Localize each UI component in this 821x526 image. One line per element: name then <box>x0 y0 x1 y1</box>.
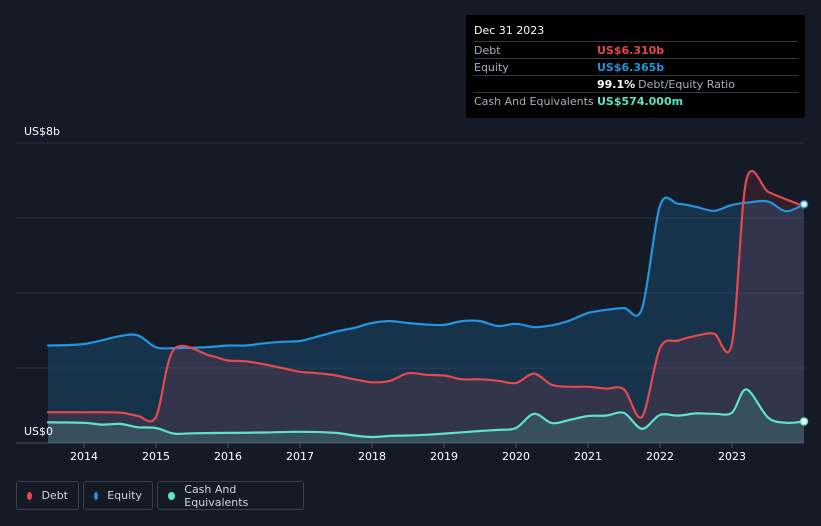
legend-equity[interactable]: Equity <box>83 481 153 510</box>
x-tick-label: 2020 <box>502 450 530 463</box>
tooltip-cash-value: US$574.000m <box>597 94 684 108</box>
equity-line <box>46 196 806 350</box>
cash-and-equivalents-line <box>46 388 806 439</box>
legend-cash[interactable]: Cash And Equivalents <box>157 481 304 510</box>
equity-area <box>48 197 804 443</box>
debt-dot-icon <box>27 491 33 500</box>
x-tick-label: 2022 <box>646 450 674 463</box>
y-axis-top-label: US$8b <box>24 125 60 138</box>
x-axis-ticks: 2014 2015 2016 2017 2018 2019 2020 2021 2022 2023 <box>70 443 746 463</box>
legend-debt[interactable]: Debt <box>16 481 79 510</box>
tooltip-equity-row: Equity US$6.365b <box>474 58 798 75</box>
cash-and-equivalents-area <box>48 389 804 443</box>
equity-dot-icon <box>94 491 99 500</box>
tooltip-ratio-label: Debt/Equity Ratio <box>638 77 735 91</box>
gridlines <box>16 142 804 444</box>
x-tick-label: 2014 <box>70 450 98 463</box>
x-tick-label: 2021 <box>574 450 602 463</box>
tooltip-ratio-row: 99.1% Debt/Equity Ratio <box>474 75 798 92</box>
x-tick-label: 2017 <box>286 450 314 463</box>
legend-cash-label: Cash And Equivalents <box>184 482 249 509</box>
y-axis-zero-label: US$0 <box>24 425 53 438</box>
tooltip-ratio-value: 99.1% <box>597 77 636 91</box>
cash-and-equivalents-end-marker <box>799 417 809 426</box>
tooltip-debt-label: Debt <box>474 43 501 57</box>
x-tick-label: 2016 <box>214 450 242 463</box>
tooltip-debt-value: US$6.310b <box>597 43 665 57</box>
tooltip-equity-label: Equity <box>474 60 509 74</box>
tooltip-debt-row: Debt US$6.310b <box>474 41 798 58</box>
equity-end-marker <box>799 200 809 209</box>
debt-area <box>48 170 804 443</box>
debt-line <box>46 170 806 423</box>
tooltip-cash-label: Cash And Equivalents <box>474 94 594 108</box>
tooltip-date: Dec 31 2023 <box>474 24 545 37</box>
tooltip-cash-row: Cash And Equivalents US$574.000m <box>474 92 798 109</box>
tooltip-equity-value: US$6.365b <box>597 60 665 74</box>
series-areas <box>48 170 804 443</box>
data-tooltip: Dec 31 2023 Debt US$6.310b Equity US$6.3… <box>466 15 805 118</box>
x-tick-label: 2019 <box>430 450 458 463</box>
x-tick-label: 2023 <box>718 450 746 463</box>
x-tick-label: 2015 <box>142 450 170 463</box>
legend-debt-label: Debt <box>41 489 68 502</box>
x-tick-label: 2018 <box>358 450 386 463</box>
series-lines <box>46 170 809 439</box>
legend-equity-label: Equity <box>107 489 142 502</box>
cash-dot-icon <box>168 491 176 500</box>
